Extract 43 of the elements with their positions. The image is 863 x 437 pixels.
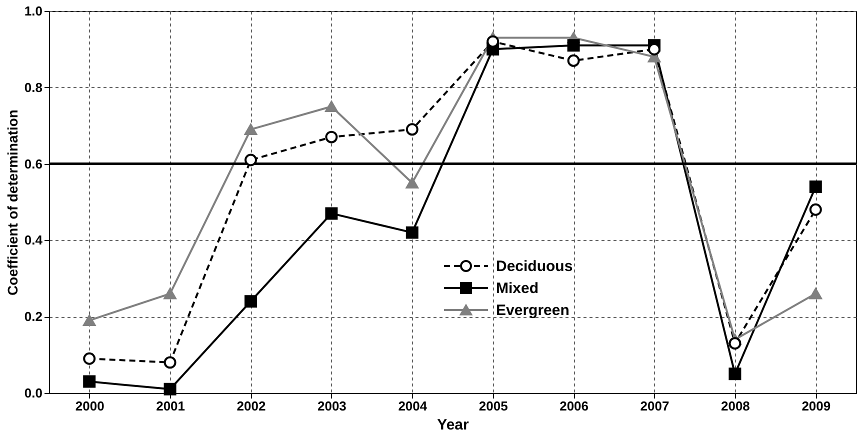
y-tick-label: 0.8 [24, 80, 42, 95]
y-tick-label: 0.6 [24, 156, 42, 172]
point [244, 295, 257, 308]
point [809, 180, 822, 193]
x-tick-label: 2006 [560, 398, 589, 414]
y-axis-title: Coefficient of determination [4, 110, 20, 296]
x-tick-label: 2002 [236, 398, 266, 414]
y-tick-label: 0.4 [24, 232, 44, 248]
point [83, 375, 96, 388]
point [406, 226, 418, 239]
point [325, 207, 338, 220]
y-tick-label: 1.0 [24, 4, 42, 18]
point [406, 123, 418, 136]
x-axis-title: Year [437, 416, 470, 434]
y-tick-label: 0.2 [24, 309, 42, 324]
point [728, 368, 742, 380]
point [567, 54, 580, 67]
x-tick-label: 2000 [75, 398, 104, 414]
point [164, 288, 176, 300]
legend-label: Evergreen [496, 302, 570, 319]
point [406, 177, 418, 188]
x-tick-label: 2007 [640, 398, 670, 414]
point [164, 382, 176, 396]
point [244, 154, 257, 166]
x-tick-label: 2009 [802, 398, 831, 414]
point [567, 39, 580, 52]
x-tick-label: 2003 [317, 398, 346, 414]
point [809, 288, 822, 300]
point [164, 356, 176, 369]
point [325, 130, 338, 144]
point [325, 100, 338, 112]
x-tick-label: 2001 [156, 398, 186, 414]
x-tick-label: 2005 [478, 398, 508, 414]
x-tick-label: 2008 [720, 398, 750, 414]
point [83, 314, 96, 326]
legend-label: Mixed [496, 280, 539, 297]
y-tick-label: 0.0 [24, 386, 42, 400]
point [244, 124, 257, 135]
x-tick-label: 2004 [398, 398, 428, 414]
legend-label: Deciduous [496, 258, 573, 275]
point [83, 352, 96, 365]
point [809, 203, 822, 216]
point [728, 337, 742, 350]
